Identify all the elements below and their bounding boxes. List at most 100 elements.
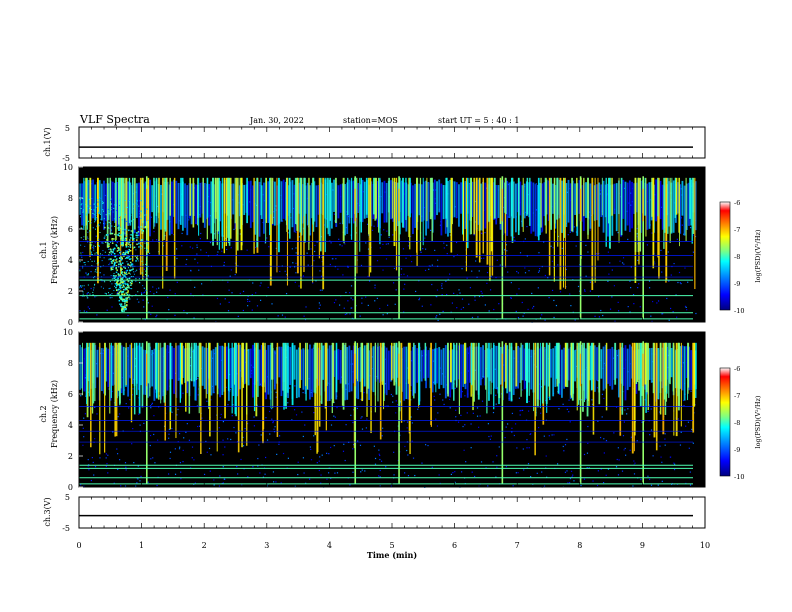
noise-speck bbox=[394, 303, 396, 305]
sferic-band bbox=[385, 347, 388, 396]
whistler-speck bbox=[122, 282, 124, 285]
noise-speck bbox=[629, 449, 631, 451]
sferic bbox=[209, 342, 211, 437]
noise-speck bbox=[456, 294, 458, 296]
noise-speck bbox=[668, 319, 670, 321]
sferic bbox=[669, 342, 671, 385]
sferic-band bbox=[100, 348, 103, 392]
noise-speck bbox=[82, 251, 84, 254]
sferic bbox=[550, 177, 552, 230]
sferic bbox=[413, 342, 415, 399]
sferic-band bbox=[105, 183, 108, 222]
sferic bbox=[498, 342, 500, 405]
sferic bbox=[524, 342, 527, 381]
sferic bbox=[94, 342, 96, 402]
sferic-band bbox=[422, 181, 425, 221]
noise-speck bbox=[463, 449, 465, 451]
whistler-speck bbox=[120, 290, 122, 292]
noise-speck bbox=[214, 352, 216, 355]
noise-speck bbox=[137, 478, 139, 480]
sferic-band bbox=[495, 184, 498, 225]
sferic-band bbox=[267, 345, 270, 395]
noise-speck bbox=[443, 247, 445, 249]
sferic-band bbox=[311, 182, 314, 219]
sferic bbox=[153, 177, 155, 229]
sferic-band bbox=[328, 345, 331, 401]
sferic bbox=[418, 342, 421, 405]
sferic-band bbox=[79, 183, 81, 215]
sferic bbox=[86, 342, 89, 418]
ch1-voltage-ylabel: ch.1(V) bbox=[43, 127, 52, 156]
noise-speck bbox=[224, 446, 226, 448]
noise-speck bbox=[94, 406, 96, 409]
noise-speck bbox=[287, 402, 289, 404]
ch2-colorbar-scale bbox=[719, 367, 731, 477]
noise-speck bbox=[111, 390, 113, 393]
whistler-speck bbox=[110, 266, 112, 269]
noise-speck bbox=[474, 221, 477, 223]
noise-speck bbox=[644, 399, 646, 401]
noise-speck bbox=[457, 421, 460, 423]
sferic-band bbox=[273, 350, 276, 390]
hiss-speck bbox=[93, 245, 95, 247]
noise-speck bbox=[403, 311, 405, 313]
sferic bbox=[115, 177, 117, 221]
sferic-band bbox=[394, 182, 397, 232]
hiss-speck bbox=[94, 283, 96, 285]
time-tick-label: 0 bbox=[76, 541, 81, 550]
noise-speck bbox=[153, 415, 155, 417]
noise-speck bbox=[213, 233, 215, 235]
hiss-speck bbox=[122, 230, 124, 232]
noise-speck bbox=[219, 475, 221, 477]
noise-speck bbox=[157, 439, 159, 441]
whistler-speck bbox=[127, 280, 130, 283]
whistler-speck bbox=[118, 251, 121, 254]
noise-speck bbox=[615, 406, 618, 408]
hiss-speck bbox=[80, 204, 82, 206]
noise-speck bbox=[292, 262, 294, 264]
frequency-tick-label: 8 bbox=[68, 194, 73, 203]
whistler-speck bbox=[130, 280, 133, 282]
hiss-speck bbox=[113, 218, 115, 220]
hiss-speck bbox=[135, 200, 137, 202]
noise-speck bbox=[541, 471, 543, 473]
hiss-speck bbox=[99, 199, 101, 201]
hiss-speck bbox=[101, 260, 103, 262]
sferic-band bbox=[98, 180, 101, 215]
sferic bbox=[285, 342, 287, 409]
whistler-speck bbox=[144, 226, 146, 229]
sferic bbox=[458, 342, 461, 415]
sferic bbox=[256, 177, 259, 248]
hiss-speck bbox=[131, 288, 133, 290]
noise-speck bbox=[597, 470, 599, 472]
noise-speck bbox=[551, 260, 554, 262]
sferic bbox=[577, 342, 580, 405]
noise-speck bbox=[541, 231, 543, 233]
whistler-speck bbox=[117, 234, 120, 237]
noise-speck bbox=[222, 439, 224, 441]
whistler-speck bbox=[137, 231, 140, 233]
hiss-speck bbox=[109, 233, 111, 235]
noise-speck bbox=[522, 448, 524, 450]
sferic bbox=[317, 342, 319, 453]
hiss-speck bbox=[98, 245, 100, 247]
sferic bbox=[675, 342, 678, 437]
sferic bbox=[508, 342, 511, 392]
noise-speck bbox=[87, 306, 89, 308]
whistler-speck bbox=[115, 271, 118, 273]
whistler-speck bbox=[120, 304, 122, 307]
noise-speck bbox=[230, 247, 232, 249]
sferic bbox=[370, 342, 372, 434]
hiss-speck bbox=[118, 284, 120, 286]
noise-speck bbox=[247, 476, 249, 478]
noise-speck bbox=[226, 248, 228, 251]
hiss-speck bbox=[132, 264, 134, 266]
hiss-speck bbox=[93, 287, 95, 289]
sferic bbox=[246, 177, 248, 224]
hiss-speck bbox=[103, 280, 105, 282]
noise-speck bbox=[302, 391, 304, 394]
noise-speck bbox=[251, 309, 253, 311]
sferic-band bbox=[186, 185, 189, 236]
sferic-band bbox=[111, 181, 114, 221]
noise-speck bbox=[367, 248, 370, 250]
